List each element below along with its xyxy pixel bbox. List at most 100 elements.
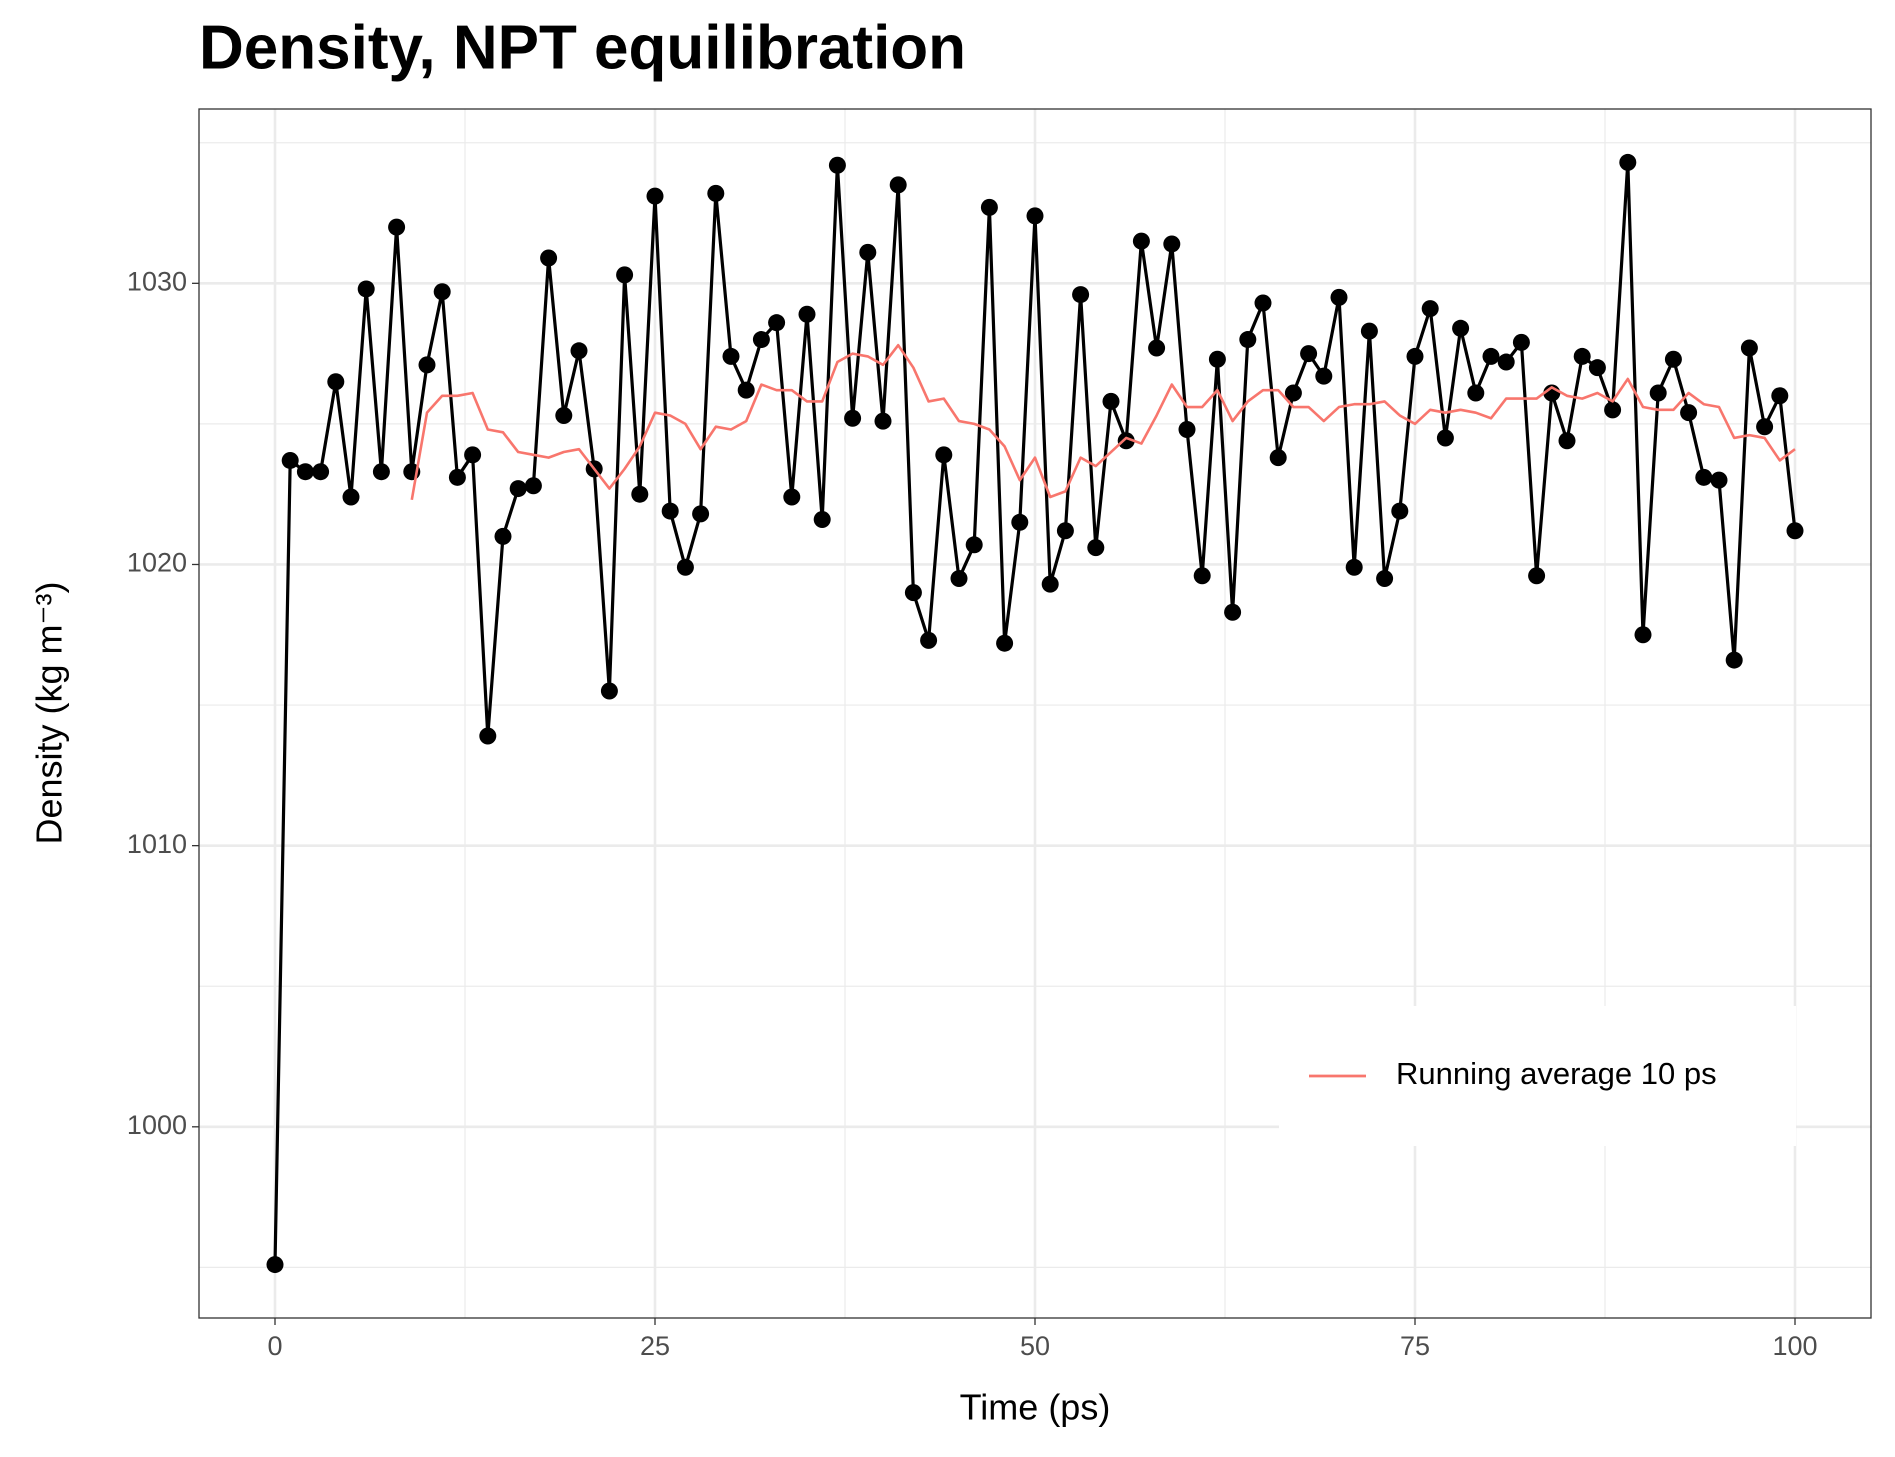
data-point <box>661 502 679 520</box>
y-tick-label: 1010 <box>127 829 187 859</box>
legend: Running average 10 ps <box>1279 1006 1796 1146</box>
data-point <box>1315 367 1333 385</box>
data-point <box>737 381 755 399</box>
data-point <box>1345 558 1363 576</box>
data-point <box>540 249 558 267</box>
data-point <box>1725 651 1743 669</box>
data-point <box>1619 153 1637 171</box>
data-point <box>1528 567 1546 585</box>
data-point <box>844 409 862 427</box>
data-point <box>783 488 801 506</box>
data-point <box>616 266 634 284</box>
data-point <box>646 187 664 205</box>
data-point <box>752 331 770 349</box>
data-point <box>570 342 588 360</box>
data-point <box>1208 350 1226 368</box>
data-point <box>1056 522 1074 540</box>
data-point <box>1512 333 1530 351</box>
data-point <box>768 314 786 332</box>
data-point <box>1740 339 1758 357</box>
data-point <box>1163 235 1181 253</box>
data-point <box>1224 603 1242 621</box>
data-point <box>1087 539 1105 557</box>
data-point <box>859 243 877 261</box>
data-point <box>600 682 618 700</box>
data-point <box>692 505 710 523</box>
data-point <box>889 176 907 194</box>
data-point <box>509 480 527 498</box>
data-point <box>904 584 922 602</box>
data-point <box>1573 347 1591 365</box>
data-point <box>1026 207 1044 225</box>
data-point <box>722 347 740 365</box>
data-point <box>479 727 497 745</box>
data-point <box>357 280 375 298</box>
data-point <box>1148 339 1166 357</box>
data-point <box>1117 432 1135 450</box>
data-point <box>448 468 466 486</box>
data-point <box>1041 575 1059 593</box>
x-tick-label: 50 <box>1020 1331 1050 1361</box>
data-point <box>950 570 968 588</box>
y-tick-label: 1020 <box>127 548 187 578</box>
data-point <box>1239 331 1257 349</box>
data-point <box>1786 522 1804 540</box>
data-point <box>707 184 725 202</box>
data-point <box>996 634 1014 652</box>
data-point <box>1680 404 1698 422</box>
data-point <box>1497 353 1515 371</box>
data-point <box>1452 319 1470 337</box>
x-tick-label: 0 <box>267 1331 282 1361</box>
data-point <box>1269 449 1287 467</box>
data-point <box>1193 567 1211 585</box>
data-point <box>1178 421 1196 439</box>
data-point <box>327 373 345 391</box>
data-point <box>1436 429 1454 447</box>
data-point <box>935 446 953 464</box>
y-axis-title: Density (kg m⁻³) <box>29 581 70 844</box>
data-point <box>1604 401 1622 419</box>
data-point <box>1284 384 1302 402</box>
data-point <box>1558 432 1576 450</box>
data-point <box>1771 387 1789 405</box>
data-point <box>418 356 436 374</box>
data-point <box>1710 471 1728 489</box>
x-tick-label: 100 <box>1772 1331 1817 1361</box>
data-point <box>798 305 816 323</box>
data-point <box>1649 384 1667 402</box>
chart-title: Density, NPT equilibration <box>199 13 966 82</box>
data-point <box>874 412 892 430</box>
data-point <box>1756 418 1774 436</box>
data-point <box>342 488 360 506</box>
data-point <box>281 451 299 469</box>
data-point <box>1300 345 1318 363</box>
data-point <box>1102 392 1120 410</box>
data-point <box>388 218 406 236</box>
data-point <box>1254 294 1272 312</box>
data-point <box>1011 513 1029 531</box>
data-point <box>1360 322 1378 340</box>
data-point <box>312 463 330 481</box>
data-point <box>1421 300 1439 318</box>
data-point <box>296 463 314 481</box>
data-point <box>1376 570 1394 588</box>
data-point <box>1467 384 1485 402</box>
data-point <box>813 510 831 528</box>
data-point <box>965 536 983 554</box>
data-point <box>433 283 451 301</box>
data-point <box>1588 359 1606 377</box>
data-point <box>1482 347 1500 365</box>
data-point <box>464 446 482 464</box>
data-point <box>980 198 998 216</box>
legend-label: Running average 10 ps <box>1396 1056 1717 1091</box>
data-point <box>828 156 846 174</box>
data-point <box>524 477 542 495</box>
data-point <box>1406 347 1424 365</box>
x-axis-title: Time (ps) <box>960 1387 1111 1428</box>
data-point <box>676 558 694 576</box>
data-point <box>1330 288 1348 306</box>
panel-border <box>198 108 1872 1319</box>
y-tick-label: 1030 <box>127 266 187 296</box>
